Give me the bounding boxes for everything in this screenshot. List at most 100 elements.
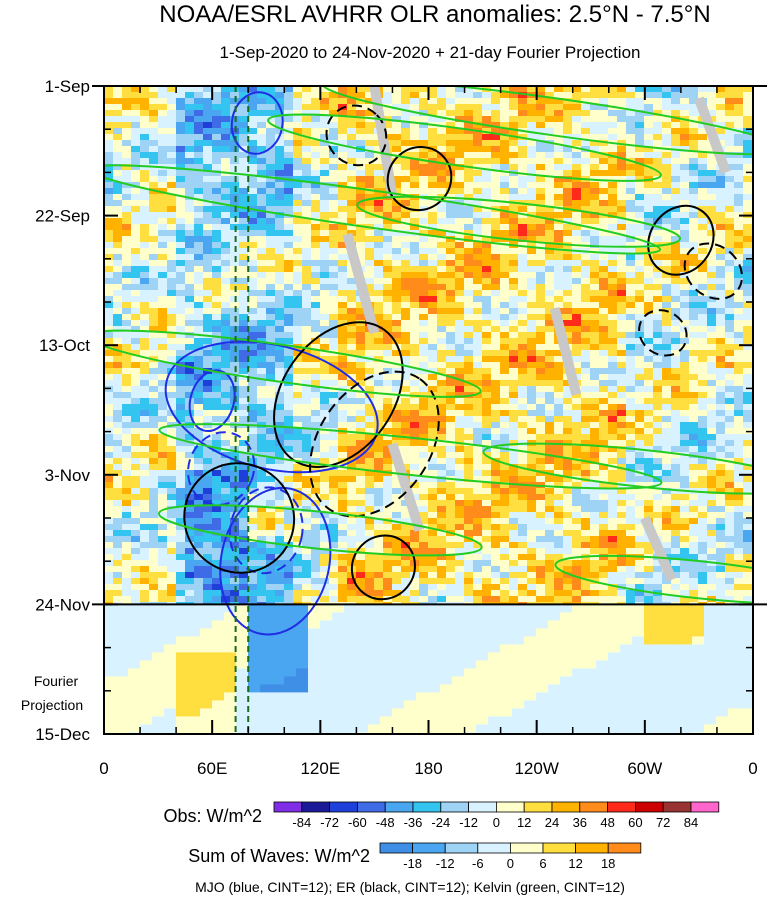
heatmap-cell — [266, 368, 276, 375]
heatmap-cell — [707, 350, 717, 357]
heatmap-cell — [158, 224, 168, 231]
heatmap-cell — [536, 338, 546, 345]
heatmap-cell — [275, 86, 285, 93]
heatmap-cell — [293, 122, 303, 129]
heatmap-cell — [266, 218, 276, 225]
heatmap-cell — [500, 380, 510, 387]
heatmap-cell — [104, 422, 114, 429]
heatmap-cell — [338, 296, 348, 303]
heatmap-cell — [302, 458, 312, 465]
heatmap-cell — [320, 356, 330, 363]
heatmap-cell — [671, 380, 681, 387]
heatmap-cell — [248, 248, 258, 255]
heatmap-cell — [257, 104, 267, 111]
heatmap-cell — [446, 290, 456, 297]
heatmap-cell — [698, 404, 708, 411]
heatmap-cell — [239, 332, 249, 339]
heatmap-cell — [707, 476, 717, 483]
heatmap-cell — [626, 194, 636, 201]
heatmap-cell — [239, 260, 249, 267]
heatmap-cell — [122, 464, 132, 471]
heatmap-cell — [320, 248, 330, 255]
heatmap-cell — [329, 260, 339, 267]
heatmap-cell — [473, 176, 483, 183]
heatmap-cell — [221, 320, 231, 327]
heatmap-cell — [698, 86, 708, 93]
heatmap-cell — [122, 494, 132, 501]
heatmap-cell — [635, 272, 645, 279]
heatmap-cell — [545, 356, 555, 363]
heatmap-cell — [455, 146, 465, 153]
heatmap-cell — [473, 260, 483, 267]
heatmap-cell — [266, 446, 276, 453]
heatmap-cell — [374, 332, 384, 339]
heatmap-cell — [635, 206, 645, 213]
heatmap-cell — [743, 128, 753, 135]
heatmap-cell — [185, 302, 195, 309]
heatmap-cell — [113, 470, 123, 477]
heatmap-cell — [257, 98, 267, 105]
heatmap-cell — [311, 320, 321, 327]
heatmap-cell — [518, 116, 528, 123]
heatmap-cell — [581, 464, 591, 471]
heatmap-cell — [473, 248, 483, 255]
heatmap-cell — [473, 230, 483, 237]
heatmap-cell — [320, 92, 330, 99]
heatmap-cell — [338, 98, 348, 105]
heatmap-cell — [671, 200, 681, 207]
heatmap-cell — [689, 284, 699, 291]
heatmap-cell — [581, 404, 591, 411]
heatmap-cell — [482, 458, 492, 465]
heatmap-cell — [365, 410, 375, 417]
heatmap-cell — [743, 386, 753, 393]
heatmap-cell — [653, 92, 663, 99]
heatmap-cell — [131, 344, 141, 351]
heatmap-cell — [167, 326, 177, 333]
heatmap-cell — [698, 170, 708, 177]
heatmap-cell — [230, 302, 240, 309]
heatmap-cell — [239, 254, 249, 261]
heatmap-cell — [509, 482, 519, 489]
heatmap-cell — [707, 296, 717, 303]
heatmap-cell — [437, 380, 447, 387]
heatmap-cell — [671, 104, 681, 111]
heatmap-cell — [131, 440, 141, 447]
heatmap-cell — [626, 284, 636, 291]
heatmap-cell — [707, 236, 717, 243]
heatmap-cell — [428, 170, 438, 177]
heatmap-cell — [419, 152, 429, 159]
heatmap-cell — [266, 404, 276, 411]
heatmap-cell — [365, 116, 375, 123]
heatmap-cell — [536, 464, 546, 471]
heatmap-cell — [311, 344, 321, 351]
heatmap-cell — [320, 146, 330, 153]
heatmap-cell — [608, 482, 618, 489]
heatmap-cell — [221, 248, 231, 255]
heatmap-cell — [734, 398, 744, 405]
heatmap-cell — [338, 284, 348, 291]
heatmap-cell — [293, 308, 303, 315]
heatmap-cell — [581, 368, 591, 375]
heatmap-cell — [536, 380, 546, 387]
heatmap-cell — [554, 206, 564, 213]
heatmap-cell — [275, 206, 285, 213]
heatmap-cell — [572, 308, 582, 315]
heatmap-cell — [671, 110, 681, 117]
heatmap-cell — [212, 248, 222, 255]
heatmap-cell — [185, 146, 195, 153]
heatmap-cell — [293, 368, 303, 375]
heatmap-cell — [689, 158, 699, 165]
heatmap-cell — [248, 446, 258, 453]
heatmap-cell — [428, 290, 438, 297]
heatmap-cell — [599, 482, 609, 489]
heatmap-cell — [383, 494, 393, 501]
heatmap-cell — [320, 302, 330, 309]
heatmap-cell — [662, 152, 672, 159]
heatmap-cell — [743, 422, 753, 429]
heatmap-cell — [689, 314, 699, 321]
heatmap-cell — [491, 92, 501, 99]
heatmap-cell — [347, 326, 357, 333]
heatmap-cell — [653, 140, 663, 147]
heatmap-cell — [671, 194, 681, 201]
heatmap-cell — [284, 314, 294, 321]
